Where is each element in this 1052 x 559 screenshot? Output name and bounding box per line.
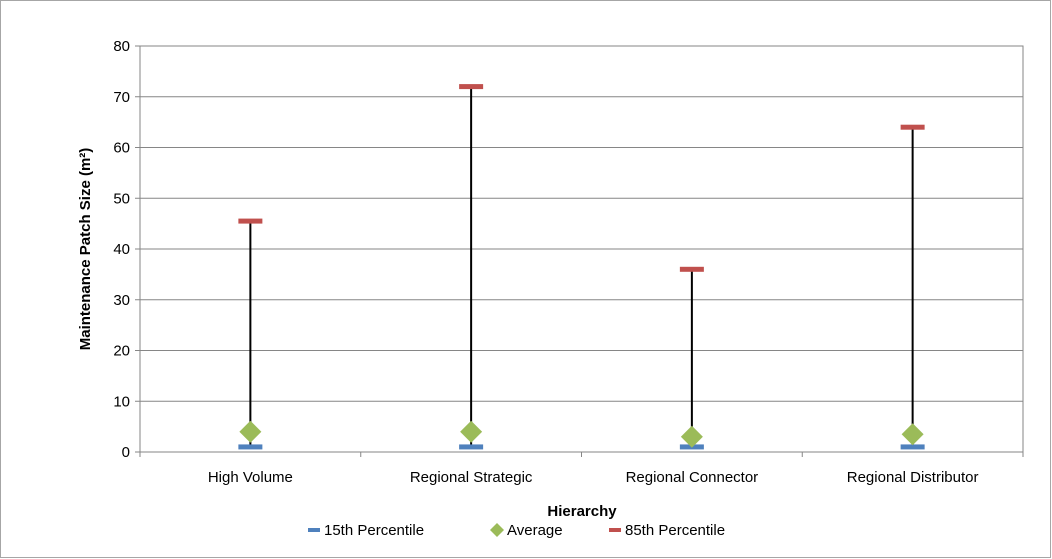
data-markers [238,84,925,450]
y-tick-label: 60 [113,140,130,157]
x-tick-label: Regional Connector [626,469,759,486]
x-axis-title: Hierarchy [547,503,617,520]
legend-label: Average [507,522,563,539]
x-tick-labels: High Volume Regional Strategic Regional Co… [208,469,979,486]
marker-85th-percentile [459,84,484,90]
marker-15th-percentile [900,444,925,450]
legend-marker-85th-percentile [609,528,621,532]
y-tick-label: 10 [113,393,130,410]
axes [135,45,1024,457]
marker-average [239,420,262,443]
marker-average [680,425,703,448]
marker-average [901,423,924,446]
x-tick-label: Regional Strategic [410,469,533,486]
y-tick-label: 0 [122,444,130,461]
y-tick-label: 50 [113,190,130,207]
legend-marker-15th-percentile [308,528,320,532]
marker-85th-percentile [238,218,263,224]
legend-marker-average [490,523,504,537]
x-tick-label: High Volume [208,469,293,486]
marker-15th-percentile [238,444,263,450]
legend: 15th Percentile Average 85th Percentile [308,522,725,539]
y-tick-labels: 0 10 20 30 40 50 60 70 80 [113,38,130,461]
y-tick-label: 30 [113,292,130,309]
high-low-lines [249,86,914,447]
legend-label: 85th Percentile [625,522,725,539]
y-tick-label: 40 [113,241,130,258]
y-tick-label: 20 [113,343,130,360]
legend-label: 15th Percentile [324,522,424,539]
marker-85th-percentile [679,266,704,272]
marker-15th-percentile [459,444,484,450]
y-tick-label: 80 [113,38,130,55]
y-tick-label: 70 [113,89,130,106]
y-axis-title: Maintenance Patch Size (m²) [77,148,94,351]
x-tick-label: Regional Distributor [847,469,979,486]
marker-average [460,420,483,443]
marker-85th-percentile [900,124,925,130]
gridlines [140,96,1023,402]
